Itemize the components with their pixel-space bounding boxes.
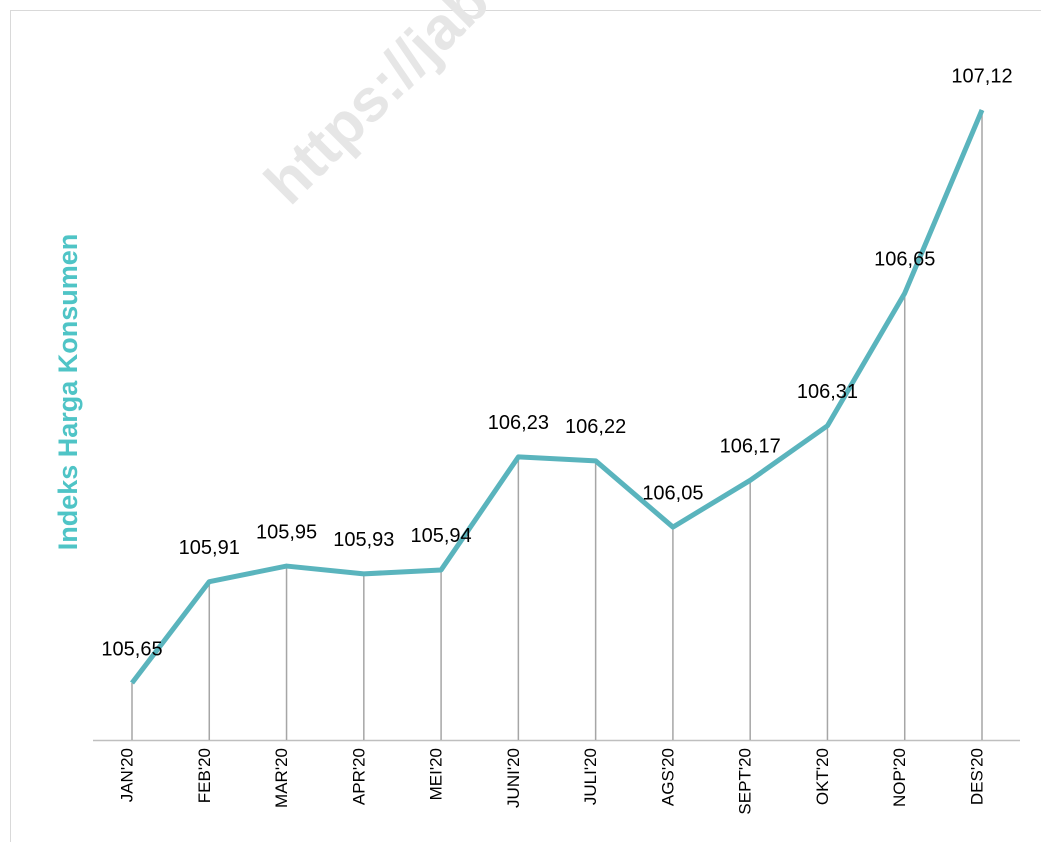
x-tick-label: MEI'20 <box>427 748 446 800</box>
data-label: 106,23 <box>488 412 549 434</box>
x-tick-label: DES'20 <box>967 748 986 805</box>
data-label: 106,65 <box>874 248 935 270</box>
x-tick-label: MAR'20 <box>272 748 291 808</box>
data-label: 105,93 <box>333 529 394 551</box>
data-label: 107,12 <box>951 65 1012 87</box>
data-label: 105,94 <box>411 525 472 547</box>
x-tick-label: JUNI'20 <box>504 748 523 808</box>
x-tick-label: APR'20 <box>349 748 368 805</box>
data-label: 106,05 <box>642 482 703 504</box>
data-label: 105,65 <box>101 638 162 660</box>
x-tick-label: JULI'20 <box>581 748 600 805</box>
x-tick-label: SEPT'20 <box>736 748 755 815</box>
x-tick-label: AGS'20 <box>658 748 677 806</box>
x-tick-label: JAN'20 <box>117 748 136 802</box>
watermark: https://jab <box>252 0 502 217</box>
series-line <box>130 109 985 685</box>
data-label: 105,91 <box>179 537 240 559</box>
data-label: 105,95 <box>256 521 317 543</box>
y-axis-title: Indeks Harga Konsumen <box>53 234 83 551</box>
x-tick-label: OKT'20 <box>813 748 832 805</box>
data-label: 106,22 <box>565 416 626 438</box>
data-label: 106,17 <box>720 436 781 458</box>
chart-frame <box>10 10 1041 842</box>
data-label: 106,31 <box>797 381 858 403</box>
x-tick-label: NOP'20 <box>890 748 909 807</box>
x-tick-label: FEB'20 <box>195 748 214 803</box>
